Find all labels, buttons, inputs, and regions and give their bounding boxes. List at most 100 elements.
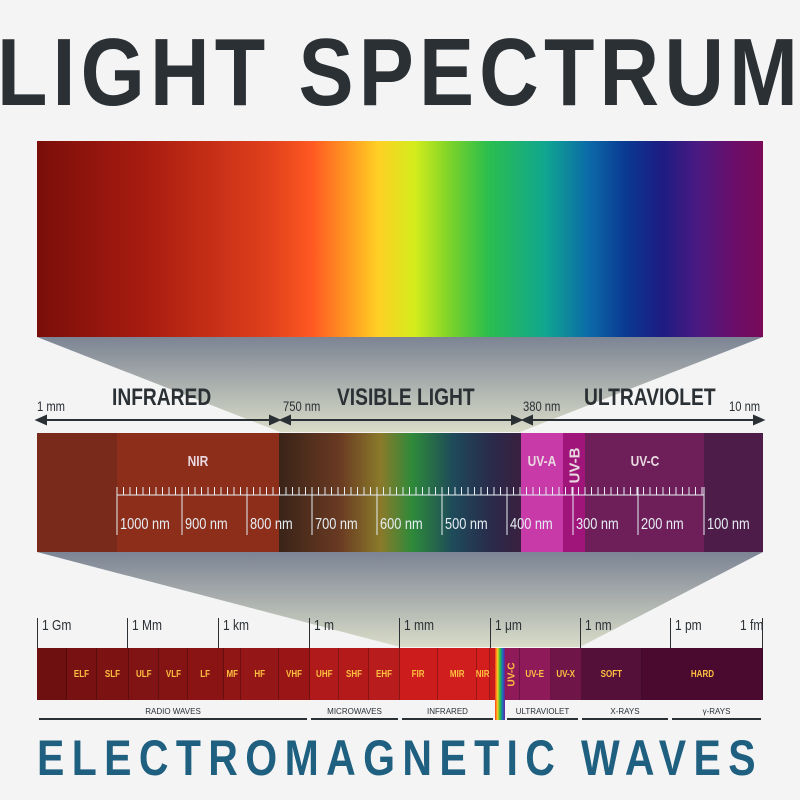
band-nir: NIR: [117, 433, 279, 552]
funnel-bottom: [37, 552, 763, 647]
category-arrow: [311, 718, 398, 720]
region-arrows: [34, 414, 766, 426]
region-visible: VISIBLE LIGHT: [337, 384, 475, 411]
band-label: NIR: [187, 453, 209, 470]
cell-label: EHF: [376, 668, 392, 680]
spectrum-cell: HARD: [642, 648, 763, 700]
spectrum-cell: UV-C: [505, 648, 520, 700]
category-arrow: [39, 718, 307, 720]
spectrum-cell: EHF: [369, 648, 400, 700]
spectrum-cell: VHF: [279, 648, 310, 700]
region-infrared: INFRARED: [112, 384, 212, 411]
band-label: UV-C: [630, 453, 659, 470]
spectrum-cell: VLF: [159, 648, 188, 700]
region-ultraviolet: ULTRAVIOLET: [584, 384, 716, 411]
cell-label: UV-X: [556, 668, 576, 680]
cell-label: HF: [254, 668, 265, 680]
scale-label: 1 fm: [740, 617, 764, 634]
scale-label: 1 mm: [404, 617, 434, 634]
cell-label: SOFT: [600, 668, 623, 680]
category-label: γ-RAYS: [702, 707, 731, 716]
ruler-label: 400 nm: [510, 516, 553, 533]
cell-label: SHF: [345, 668, 362, 680]
spectrum-cell: SHF: [339, 648, 369, 700]
bound-label: 1 mm: [37, 398, 65, 414]
scale-tick: [490, 618, 491, 648]
cell-label: ULF: [135, 668, 152, 680]
category-label: X-RAYS: [610, 707, 640, 716]
funnel-top: [37, 337, 763, 432]
cell-label: LF: [200, 668, 211, 680]
category-arrow: [507, 718, 578, 720]
category-arrow: [402, 718, 493, 720]
page-subtitle: ELECTROMAGNETIC WAVES: [37, 730, 763, 786]
spectrum-cell: FIR: [400, 648, 438, 700]
spectrum-cell: SLF: [97, 648, 129, 700]
scale-tick: [218, 618, 219, 648]
category-label: RADIO WAVES: [145, 707, 201, 716]
category-label: INFRARED: [427, 707, 468, 716]
scale-label: 1 Gm: [42, 617, 72, 634]
spectrum-cell: UV-X: [551, 648, 582, 700]
scale-label: 1 Mm: [132, 617, 162, 634]
category-arrow: [672, 718, 761, 720]
scale-label: 1 m: [314, 617, 335, 634]
scale-label: 1 nm: [585, 617, 612, 634]
scale-label: 1 km: [223, 617, 250, 634]
cell-label: HARD: [690, 668, 714, 680]
band-far-infrared: [37, 433, 117, 552]
ruler-label: 500 nm: [445, 516, 488, 533]
spectrum-cell: HF: [241, 648, 279, 700]
band-uva: UV-A: [521, 433, 563, 552]
cell-label: VLF: [165, 668, 181, 680]
bound-label: 380 nm: [523, 398, 561, 414]
scale-tick: [580, 618, 581, 648]
cell-label: MF: [226, 668, 238, 680]
spectrum-cell: UHF: [310, 648, 339, 700]
bound-label: 750 nm: [283, 398, 321, 414]
category-arrow: [582, 718, 668, 720]
category-label: MICROWAVES: [327, 707, 382, 716]
scale-label: 1 μm: [495, 617, 522, 634]
cell-label: ELF: [73, 668, 90, 680]
cell-label: UV-C: [506, 662, 518, 686]
spectrum-cell: UV-E: [520, 648, 551, 700]
cell-label: UHF: [315, 668, 333, 680]
spectrum-cell: [37, 648, 67, 700]
scale-tick: [127, 618, 128, 648]
ruler-label: 600 nm: [380, 516, 423, 533]
spectrum-cell: MIR: [438, 648, 477, 700]
cell-label: MIR: [449, 668, 465, 680]
category-label: ULTRAVIOLET: [515, 707, 570, 716]
visible-rainbow-strip: [495, 648, 505, 720]
band-label: UV-A: [527, 453, 557, 470]
scale-tick: [762, 618, 763, 648]
band-extreme-uv: [704, 433, 763, 552]
ruler-label: 300 nm: [576, 516, 619, 533]
ruler-label: 700 nm: [315, 516, 358, 533]
spectrum-cell: NIR: [476, 648, 490, 700]
spectrum-gradient: [37, 141, 763, 337]
scale-label: 1 pm: [675, 617, 702, 634]
cell-label: SLF: [104, 668, 121, 680]
scale-tick: [309, 618, 310, 648]
page-title: LIGHT SPECTRUM: [0, 19, 800, 126]
cell-label: NIR: [476, 668, 490, 680]
bound-label: 10 nm: [729, 398, 761, 414]
scale-tick: [399, 618, 400, 648]
cell-label: FIR: [412, 668, 425, 680]
spectrum-cell: SOFT: [582, 648, 642, 700]
spectrum-cell: LF: [188, 648, 224, 700]
cell-label: UV-E: [525, 668, 545, 680]
ruler-label: 100 nm: [707, 516, 750, 533]
scale-tick: [670, 618, 671, 648]
spectrum-cell: MF: [224, 648, 241, 700]
cell-label: VHF: [286, 668, 302, 680]
spectrum-cell: ULF: [129, 648, 159, 700]
ruler-label: 900 nm: [185, 516, 228, 533]
spectrum-cell: ELF: [67, 648, 97, 700]
ruler-label: 800 nm: [250, 516, 293, 533]
